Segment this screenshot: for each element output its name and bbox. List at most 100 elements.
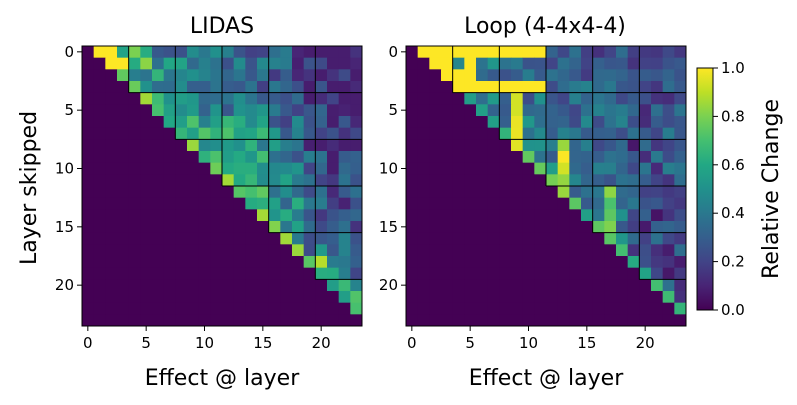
heatmap-cell	[140, 151, 153, 164]
heatmap-cell	[93, 314, 106, 327]
heatmap-cell	[303, 46, 316, 59]
heatmap-cell	[651, 57, 664, 70]
heatmap-cell	[175, 57, 188, 70]
heatmap-cell	[350, 232, 363, 245]
heatmap-cell	[268, 57, 281, 70]
heatmap-cell	[627, 291, 640, 304]
heatmap-cell	[464, 186, 477, 199]
heatmap-cell	[581, 291, 594, 304]
heatmap-cell	[163, 162, 176, 175]
heatmap-cell	[406, 302, 419, 315]
heatmap-cell	[674, 104, 687, 117]
heatmap-cell	[406, 92, 419, 105]
heatmap-cell	[464, 232, 477, 245]
heatmap-cell	[499, 127, 512, 140]
heatmap-cell	[210, 46, 223, 59]
heatmap-cell	[546, 256, 559, 269]
heatmap-cell	[280, 81, 293, 94]
heatmap-cell	[651, 314, 664, 327]
heatmap-cell	[292, 69, 305, 82]
heatmap-cell	[674, 139, 687, 152]
heatmap-cell	[604, 69, 617, 82]
heatmap-cell	[257, 127, 270, 140]
heatmap-cell	[140, 209, 153, 222]
heatmap-cell	[268, 232, 281, 245]
heatmap-cell	[557, 92, 570, 105]
heatmap-cell	[662, 232, 675, 245]
heatmap-cell	[303, 279, 316, 292]
heatmap-panel-lidas: LIDAS 0 5 10 15 20 0 5 10 15 20 Effect @ layer L…	[17, 14, 363, 391]
heatmap-cell	[175, 197, 188, 210]
heatmap-cell	[546, 232, 559, 245]
heatmap-cell	[464, 151, 477, 164]
heatmap-cell	[327, 279, 340, 292]
heatmap-cell	[592, 256, 605, 269]
heatmap-cell	[546, 314, 559, 327]
heatmap-cell	[581, 267, 594, 280]
heatmap-cell	[93, 197, 106, 210]
heatmap-cell	[592, 314, 605, 327]
y-axis-ticks: 0 5 10 15 20	[379, 43, 406, 294]
heatmap-cell	[499, 139, 512, 152]
heatmap-cell	[452, 244, 465, 257]
heatmap-cell	[464, 46, 477, 59]
heatmap-cell	[105, 151, 118, 164]
heatmap-cell	[187, 279, 200, 292]
heatmap-cell	[639, 314, 652, 327]
heatmap-cell	[140, 162, 153, 175]
heatmap-cell	[105, 139, 118, 152]
heatmap-cell	[187, 139, 200, 152]
heatmap-cell	[581, 244, 594, 257]
block-grid-loop	[452, 46, 686, 280]
heatmap-cell	[233, 232, 246, 245]
heatmap-cell	[292, 81, 305, 94]
heatmap-cell	[117, 162, 130, 175]
heatmap-cell	[674, 116, 687, 129]
heatmap-cell	[406, 244, 419, 257]
heatmap-cell	[292, 116, 305, 129]
heatmap-cell	[303, 244, 316, 257]
heatmap-cell	[452, 186, 465, 199]
heatmap-cell	[327, 267, 340, 280]
heatmap-cell	[140, 232, 153, 245]
heatmap-cell	[292, 57, 305, 70]
heatmap-cell	[187, 151, 200, 164]
heatmap-cell	[616, 162, 629, 175]
heatmap-cell	[522, 197, 535, 210]
heatmap-cell	[569, 46, 582, 59]
heatmap-cell	[546, 302, 559, 315]
heatmap-cell	[546, 139, 559, 152]
heatmap-cell	[476, 57, 489, 70]
heatmap-cell	[152, 314, 165, 327]
heatmap-cell	[233, 256, 246, 269]
heatmap-cell	[303, 151, 316, 164]
heatmap-cell	[662, 81, 675, 94]
heatmap-cell	[222, 291, 235, 304]
heatmap-cell	[140, 127, 153, 140]
heatmap-cell	[499, 209, 512, 222]
heatmap-cell	[639, 151, 652, 164]
heatmap-cell	[152, 221, 165, 234]
heatmap-cell	[245, 162, 258, 175]
heatmap-cell	[581, 256, 594, 269]
heatmap-cell	[476, 221, 489, 234]
heatmap-cell	[128, 244, 141, 257]
heatmap-cell	[546, 46, 559, 59]
heatmap-cell	[233, 116, 246, 129]
heatmap-cell	[499, 267, 512, 280]
heatmap-cell	[257, 314, 270, 327]
heatmap-cell	[222, 69, 235, 82]
heatmap-cell	[198, 69, 211, 82]
heatmap-cell	[268, 197, 281, 210]
heatmap-cell	[222, 104, 235, 117]
heatmap-cell	[175, 256, 188, 269]
heatmap-cell	[627, 244, 640, 257]
heatmap-cell	[105, 116, 118, 129]
heatmap-cell	[315, 267, 328, 280]
heatmap-cell	[268, 151, 281, 164]
heatmap-cell	[651, 116, 664, 129]
heatmap-cell	[651, 291, 664, 304]
heatmap-cell	[303, 314, 316, 327]
heatmap-panel-loop: Loop (4-4x4-4) 0 5 10 15 20 0 5 10 15 20 Effect …	[379, 14, 687, 391]
heatmap-cell	[292, 221, 305, 234]
